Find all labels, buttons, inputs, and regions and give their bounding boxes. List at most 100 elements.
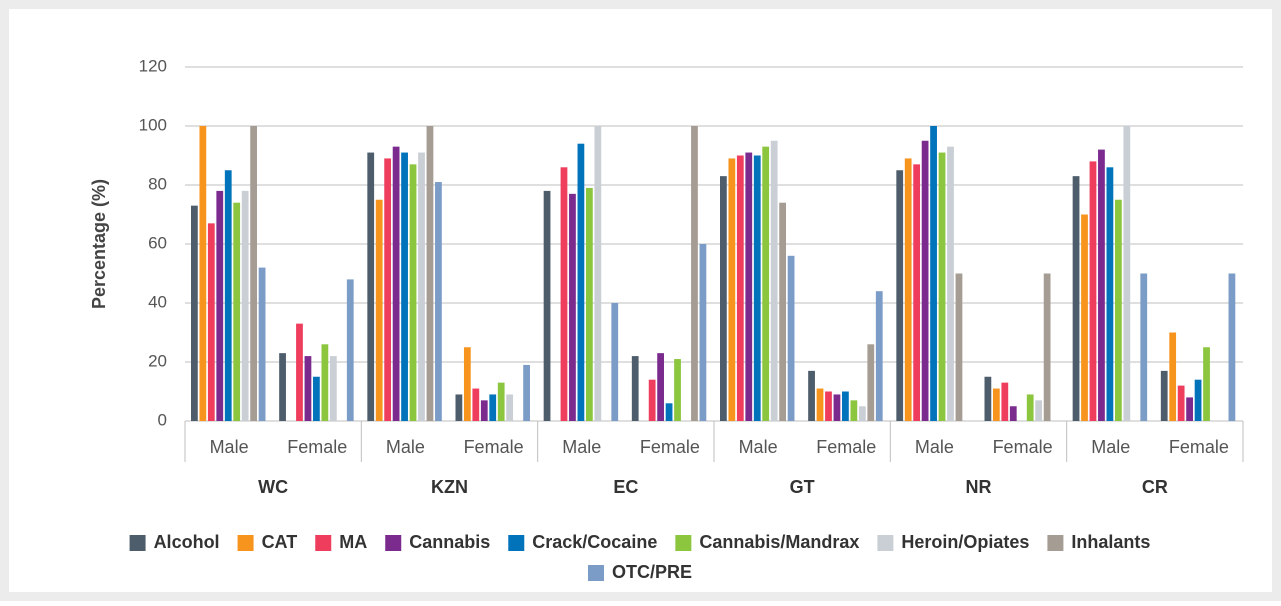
bar <box>992 388 1000 421</box>
x-tick-label: Male <box>386 437 425 457</box>
bar <box>984 376 992 421</box>
bar <box>321 344 329 421</box>
bar <box>489 394 497 421</box>
bar <box>808 370 815 421</box>
bar <box>875 291 883 421</box>
bar <box>1114 199 1122 421</box>
bar <box>392 146 400 421</box>
legend-label: OTC/PRE <box>612 562 692 582</box>
legend-swatch <box>587 565 604 581</box>
bar <box>1123 126 1131 421</box>
x-tick-label: Female <box>640 437 700 457</box>
bar <box>753 155 761 421</box>
bar <box>384 158 392 421</box>
bar <box>409 164 417 421</box>
bar <box>279 353 286 421</box>
bar <box>1194 379 1202 421</box>
bar <box>296 323 303 421</box>
bar <box>191 205 198 421</box>
y-tick-label: 20 <box>148 351 167 370</box>
bar <box>569 193 576 421</box>
bar <box>648 379 656 421</box>
bar <box>825 391 832 421</box>
bar <box>233 202 241 421</box>
bar <box>313 376 320 421</box>
legend-label: Alcohol <box>154 532 220 552</box>
bar <box>1098 149 1105 421</box>
bar <box>1035 400 1043 421</box>
bar <box>631 356 639 421</box>
bar <box>691 126 698 421</box>
bar <box>241 190 249 421</box>
bar <box>304 356 312 421</box>
x-tick-label: Female <box>993 437 1053 457</box>
bar <box>745 152 753 422</box>
bar <box>375 199 383 421</box>
x-tick-label: Female <box>1169 437 1229 457</box>
legend-label: MA <box>339 532 367 552</box>
bar <box>506 394 514 421</box>
bar <box>346 279 354 421</box>
bar <box>585 187 593 421</box>
legend-swatch <box>315 535 332 551</box>
y-tick-label: 80 <box>148 174 167 193</box>
y-tick-label: 100 <box>139 115 167 134</box>
bar <box>867 344 875 421</box>
bar <box>258 267 266 421</box>
bar <box>401 152 408 422</box>
bar <box>674 359 681 421</box>
bar <box>770 140 778 421</box>
bar <box>736 155 744 421</box>
bar <box>1072 176 1080 421</box>
bar <box>896 170 904 421</box>
bar <box>858 406 866 421</box>
bar <box>216 190 224 421</box>
bar <box>921 140 929 421</box>
legend-swatch <box>1047 535 1064 551</box>
bar <box>480 400 488 421</box>
legend-swatch <box>675 535 692 551</box>
bar <box>1081 214 1088 421</box>
bar <box>426 126 434 421</box>
legend-label: Cannabis <box>409 532 490 552</box>
bar <box>947 146 954 421</box>
bar <box>1001 382 1009 421</box>
bar <box>472 388 480 421</box>
bar <box>463 347 471 421</box>
bar <box>435 182 442 421</box>
bar <box>938 152 946 422</box>
legend-swatch <box>129 535 146 551</box>
x-tick-label: Male <box>210 437 249 457</box>
x-tick-label: Female <box>816 437 876 457</box>
bar <box>1177 385 1185 421</box>
legend-label: Heroin/Opiates <box>901 532 1029 552</box>
y-tick-label: 40 <box>148 292 167 311</box>
legend-label: Inhalants <box>1071 532 1150 552</box>
bar <box>1169 332 1177 421</box>
bar <box>455 394 463 421</box>
bar <box>367 152 375 422</box>
y-axis-label: Percentage (%) <box>89 179 109 309</box>
bar <box>1186 397 1193 421</box>
bar <box>955 273 963 421</box>
legend-label: Crack/Cocaine <box>532 532 657 552</box>
legend-swatch <box>877 535 894 551</box>
bar <box>1160 370 1168 421</box>
legend-swatch <box>237 535 254 551</box>
bar <box>850 400 858 421</box>
bar <box>523 364 530 421</box>
bar <box>913 164 921 421</box>
group-label: GT <box>790 477 815 497</box>
bar <box>1203 347 1210 421</box>
bar <box>577 143 585 421</box>
x-tick-label: Male <box>915 437 954 457</box>
y-tick-label: 120 <box>139 56 167 75</box>
bar <box>1106 167 1114 421</box>
bar <box>1009 406 1017 421</box>
x-tick-label: Male <box>739 437 778 457</box>
bar <box>842 391 849 421</box>
x-tick-label: Female <box>287 437 347 457</box>
bar <box>816 388 824 421</box>
legend-label: Cannabis/Mandrax <box>699 532 859 552</box>
